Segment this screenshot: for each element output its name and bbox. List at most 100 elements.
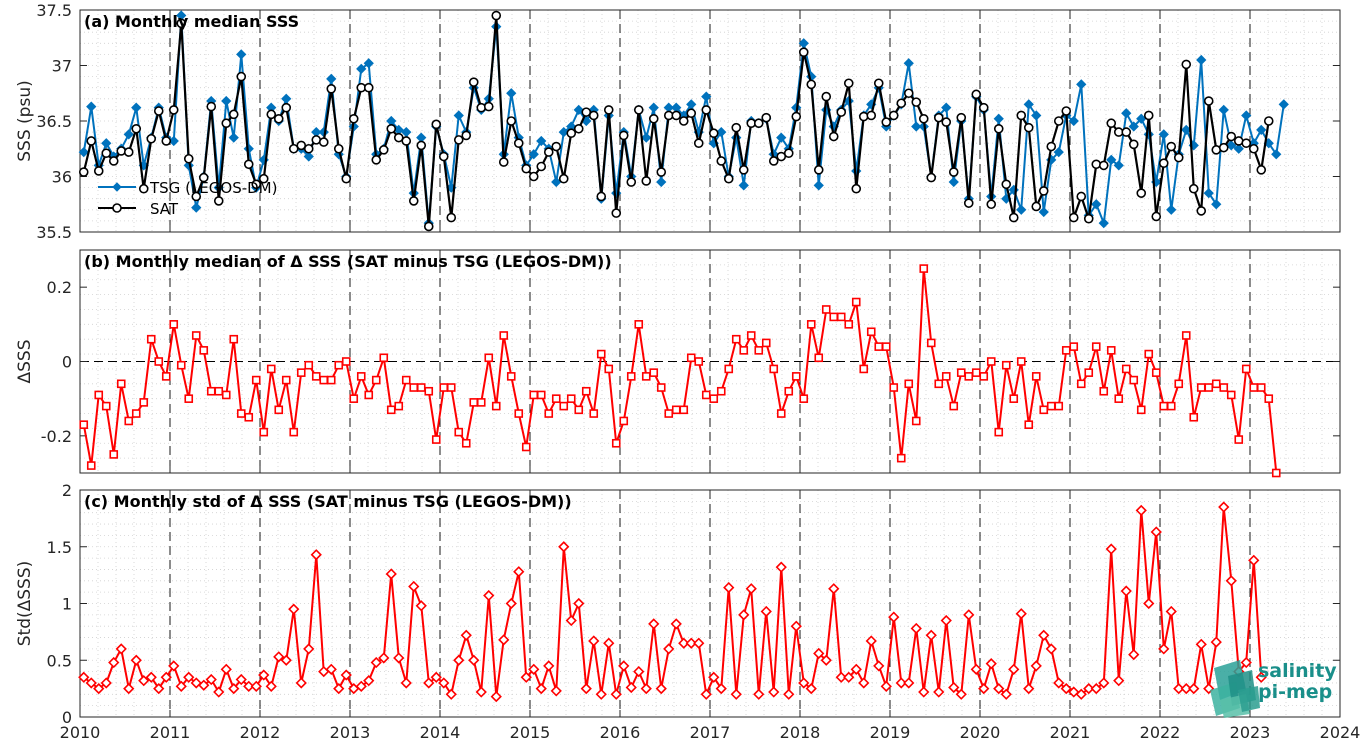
data-point — [424, 386, 434, 396]
data-point — [160, 671, 172, 683]
data-point — [296, 140, 307, 151]
data-point — [798, 38, 809, 49]
data-point — [1166, 401, 1176, 411]
data-point — [378, 145, 389, 155]
data-point — [618, 130, 629, 141]
data-point — [476, 398, 486, 407]
data-point — [611, 208, 622, 218]
data-point — [326, 375, 336, 385]
data-point — [1091, 159, 1102, 170]
data-point — [558, 173, 569, 184]
data-point — [656, 383, 666, 392]
data-point — [903, 88, 914, 99]
data-point — [1241, 364, 1251, 374]
data-point — [948, 176, 959, 188]
data-point — [889, 383, 899, 392]
data-point — [1105, 543, 1117, 555]
data-point — [498, 634, 510, 646]
x-tick-label: 2018 — [780, 723, 821, 742]
data-point — [93, 682, 105, 695]
data-point — [1106, 118, 1117, 129]
data-point — [1158, 158, 1169, 168]
data-point — [416, 140, 427, 151]
data-point — [858, 111, 869, 122]
data-point — [326, 84, 337, 94]
data-point — [1099, 386, 1109, 396]
data-point — [371, 375, 381, 385]
data-point — [266, 109, 277, 120]
data-point — [483, 101, 494, 112]
data-point — [678, 116, 689, 126]
data-point — [1069, 342, 1079, 351]
data-point — [1195, 638, 1207, 650]
data-point — [588, 110, 599, 121]
data-point — [671, 405, 681, 415]
data-point — [184, 394, 194, 403]
x-tick-label: 2023 — [1230, 723, 1271, 742]
data-point — [993, 113, 1004, 124]
data-point — [1046, 141, 1057, 152]
data-point — [806, 320, 816, 329]
data-point — [806, 79, 817, 90]
data-point — [265, 680, 277, 692]
data-point — [603, 105, 614, 115]
data-point — [1181, 331, 1191, 340]
data-point — [843, 78, 854, 89]
y-tick-label: 2 — [62, 481, 72, 500]
data-point — [903, 58, 914, 69]
data-point — [596, 191, 607, 202]
data-point — [1218, 142, 1229, 153]
data-point — [274, 405, 284, 415]
y-tick-label: 37 — [52, 57, 72, 76]
data-point — [304, 360, 314, 370]
data-point — [340, 669, 352, 681]
panel-3: 0 0.5 1 1.5 2 2010 2011 2012 2013 2014 2015 2016 201… — [15, 481, 1360, 742]
data-point — [446, 212, 457, 223]
data-point — [701, 91, 712, 102]
data-point — [716, 126, 727, 138]
x-tick-label: 2013 — [330, 723, 371, 742]
data-point — [101, 401, 111, 411]
data-point — [228, 132, 239, 143]
data-point — [259, 427, 269, 437]
data-point — [694, 357, 704, 366]
data-point — [550, 685, 562, 697]
data-point — [78, 146, 89, 158]
data-point — [198, 172, 209, 183]
data-point — [595, 688, 607, 700]
y-axis-label: Std(ΔSSS) — [15, 561, 35, 647]
data-point — [776, 151, 787, 162]
data-point — [881, 117, 892, 127]
data-point — [280, 654, 292, 666]
data-point — [528, 171, 539, 182]
data-point — [1196, 206, 1207, 216]
data-point — [1264, 394, 1274, 403]
data-point — [619, 416, 629, 426]
data-point — [1016, 357, 1026, 366]
data-point — [521, 442, 531, 452]
data-point — [813, 647, 825, 660]
data-point — [161, 372, 171, 381]
data-point — [993, 123, 1004, 134]
panel-2: -0.2 0 0.2 ΔSSS (b) Monthly median of Δ SSS … — [15, 249, 1341, 478]
data-point — [859, 364, 869, 374]
data-point — [783, 148, 794, 158]
data-point — [1024, 420, 1034, 429]
data-point — [1083, 213, 1094, 224]
data-point — [250, 680, 262, 692]
data-point — [100, 677, 112, 689]
data-point — [491, 10, 502, 21]
data-point — [1196, 54, 1207, 66]
data-point — [829, 312, 839, 322]
data-point — [281, 93, 292, 104]
data-point — [536, 135, 547, 147]
data-point — [469, 398, 479, 407]
data-point — [964, 372, 974, 381]
data-point — [1106, 154, 1117, 165]
data-point — [520, 671, 532, 683]
data-point — [198, 679, 210, 691]
data-point — [768, 686, 780, 698]
data-point — [228, 682, 240, 695]
data-point — [131, 102, 142, 113]
